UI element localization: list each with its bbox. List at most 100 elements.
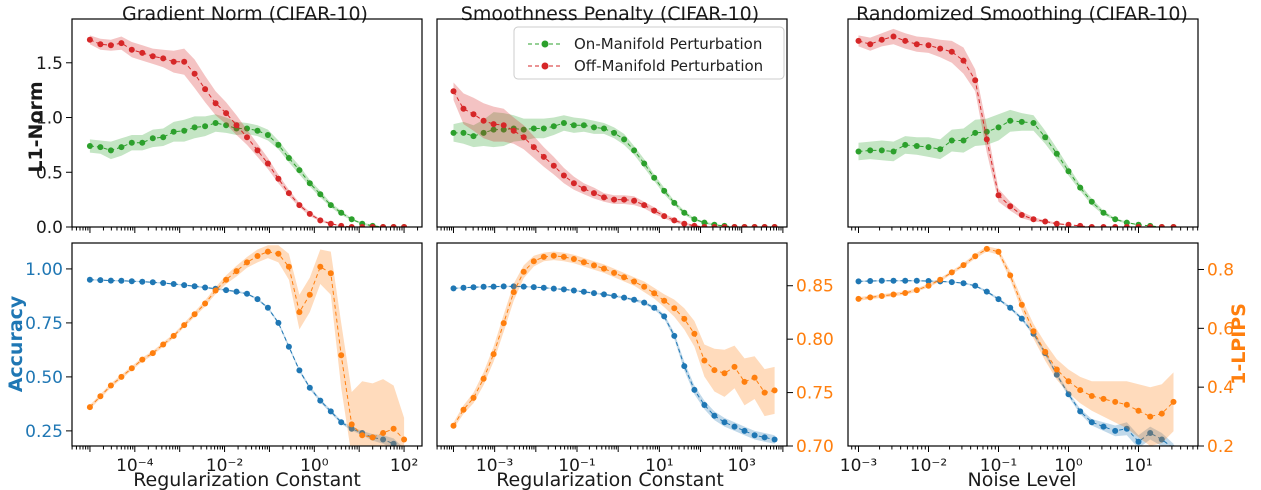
data-point: [390, 440, 397, 446]
band-1-lpips: [858, 246, 1174, 446]
data-point: [244, 259, 250, 266]
data-point: [995, 192, 1002, 199]
data-point: [118, 373, 125, 380]
data-point: [878, 147, 885, 154]
data-point: [651, 290, 658, 297]
axes-frame: [71, 18, 423, 228]
data-point: [338, 352, 345, 359]
data-point: [212, 120, 219, 126]
data-point: [181, 127, 188, 134]
panel-randomized-smoothing-accuracy: 10⁻³ 10⁻² 10⁻¹ 10⁰ 10¹ 0.2 0.4 0.6 0.8 Noise Lev…: [840, 242, 1234, 490]
data-point: [651, 174, 658, 181]
data-point: [661, 213, 668, 220]
data-point: [285, 190, 292, 197]
data-point: [470, 133, 477, 140]
data-point: [181, 282, 188, 289]
data-point: [890, 148, 897, 155]
data-point: [540, 284, 547, 291]
data-point: [97, 41, 104, 48]
data-point: [913, 143, 920, 149]
data-point: [264, 160, 271, 167]
data-point: [160, 134, 167, 141]
data-point: [480, 117, 487, 124]
series-line-off-manifold-perturbation: [858, 35, 1174, 227]
data-point: [867, 147, 874, 154]
data-point: [1030, 216, 1037, 223]
data-point: [995, 124, 1002, 131]
data-point: [285, 343, 292, 350]
y-tick-label: 0.50: [25, 368, 63, 388]
data-point: [867, 41, 874, 48]
data-point: [1042, 218, 1049, 225]
data-point: [296, 202, 303, 209]
data-point: [972, 282, 979, 289]
data-point: [1053, 220, 1060, 227]
series-group: [855, 245, 1177, 446]
data-point: [570, 256, 577, 262]
data-point: [390, 425, 397, 432]
data-point: [107, 382, 114, 389]
data-point: [1018, 301, 1025, 308]
data-point: [948, 269, 955, 276]
data-point: [244, 134, 250, 141]
data-point: [97, 277, 104, 284]
data-point: [560, 120, 567, 126]
series-line-on-manifold-perturbation: [858, 120, 1174, 227]
data-point: [327, 270, 334, 277]
data-point: [751, 224, 758, 227]
data-point: [611, 129, 618, 136]
data-point: [490, 126, 497, 133]
data-point: [1123, 425, 1130, 432]
data-point: [359, 224, 366, 227]
data-point: [913, 287, 920, 294]
data-point: [550, 285, 557, 292]
data-point: [128, 139, 135, 146]
data-point: [327, 202, 334, 209]
data-point: [550, 252, 557, 259]
data-point: [580, 185, 587, 192]
x-tick-label: 10⁻³: [476, 456, 513, 476]
data-point: [390, 224, 397, 227]
data-point: [731, 363, 738, 370]
data-point: [139, 139, 146, 146]
data-point: [264, 248, 271, 255]
data-point: [191, 283, 198, 290]
data-point: [86, 276, 93, 283]
data-point: [480, 283, 487, 290]
data-point: [160, 280, 167, 286]
data-point: [925, 282, 932, 289]
series-group: [855, 28, 1177, 227]
data-point: [580, 259, 587, 266]
data-point: [925, 278, 932, 284]
data-point: [317, 191, 324, 198]
data-point: [721, 370, 728, 377]
data-point: [601, 125, 607, 132]
data-point: [107, 147, 114, 154]
x-tick-label: 10⁻²: [206, 456, 243, 476]
data-point: [118, 144, 125, 151]
data-point: [540, 253, 547, 260]
data-point: [223, 110, 230, 117]
data-point: [212, 287, 219, 294]
data-point: [1147, 224, 1154, 227]
data-point: [149, 350, 156, 357]
panel-gradient-norm-l1: Gradient Norm (CIFAR-10) 0.0 0.5 1.0 1.5: [36, 3, 423, 238]
data-point: [401, 436, 408, 443]
data-point: [731, 423, 738, 430]
data-point: [1077, 222, 1084, 227]
data-point: [983, 288, 990, 295]
data-point: [937, 146, 944, 153]
data-point: [1170, 398, 1177, 405]
data-point: [470, 284, 477, 291]
data-point: [510, 127, 517, 134]
data-point: [1030, 120, 1037, 126]
y-axis-label-1-lpips: 1-LPIPS: [1228, 303, 1250, 385]
data-point: [369, 224, 376, 227]
data-point: [972, 77, 979, 84]
data-point: [1065, 378, 1072, 385]
data-point: [913, 41, 920, 48]
panel-title: Randomized Smoothing (CIFAR-10): [856, 3, 1188, 25]
data-point: [878, 36, 885, 43]
data-point: [470, 394, 477, 401]
data-point: [1100, 209, 1107, 216]
